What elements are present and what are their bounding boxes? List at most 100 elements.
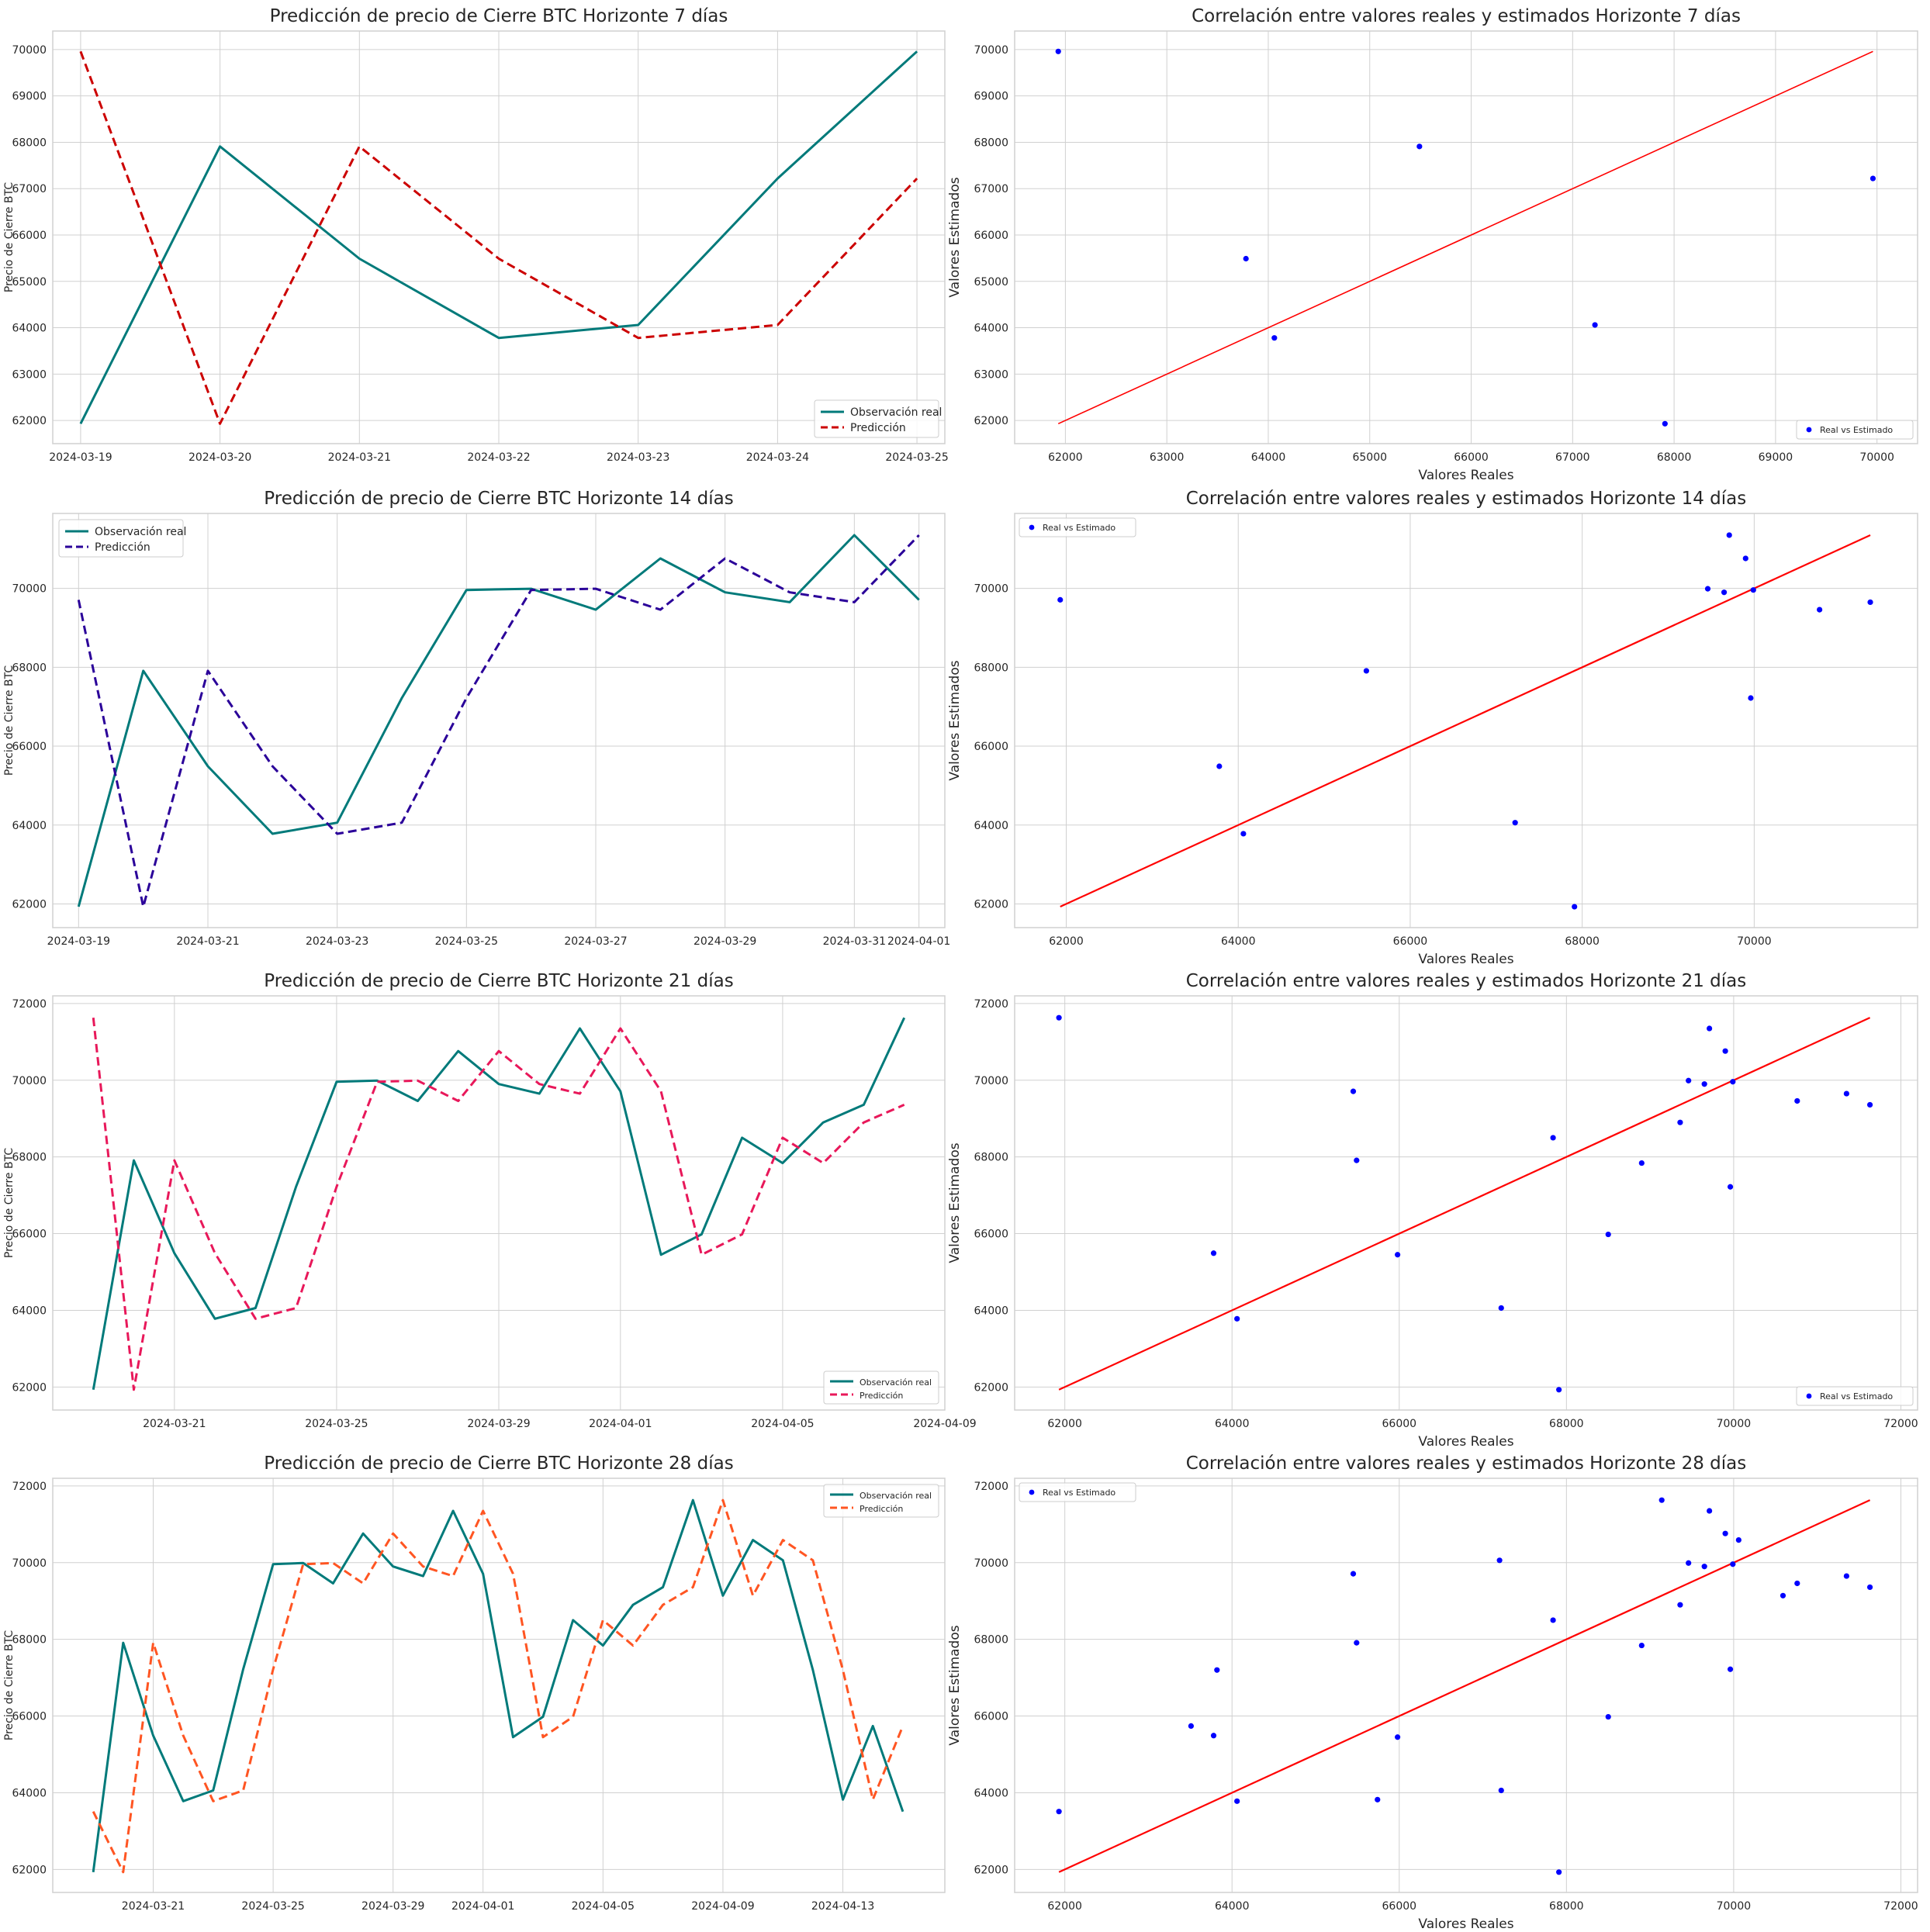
scatter-point bbox=[1730, 1561, 1736, 1567]
scatter-point bbox=[1395, 1734, 1401, 1740]
y-axis-label: Precio de Cierre BTC bbox=[3, 1630, 16, 1740]
y-tick-label: 70000 bbox=[974, 1557, 1008, 1570]
legend: Real vs Estimado bbox=[1019, 517, 1136, 537]
legend-box bbox=[1796, 1386, 1914, 1406]
legend-marker bbox=[1029, 524, 1035, 531]
x-tick-label: 2024-04-01 bbox=[451, 1900, 514, 1913]
scatter-point bbox=[1794, 1097, 1800, 1104]
x-tick-label: 66000 bbox=[1382, 1900, 1417, 1913]
chart-panel-3: 2024-03-19 2024-03-21 2024-03-23 2024-03-25… bbox=[3, 489, 950, 948]
scatter-point bbox=[1271, 335, 1278, 341]
scatter-point bbox=[1866, 1101, 1873, 1108]
plot-frame bbox=[1014, 995, 1918, 1411]
legend-marker bbox=[1806, 1393, 1812, 1399]
chart-panel-5: 2024-03-21 2024-03-25 2024-03-29 2024-04-01… bbox=[3, 971, 977, 1430]
x-tick-label: 72000 bbox=[1883, 1418, 1918, 1430]
y-tick-label: 64000 bbox=[974, 1305, 1008, 1317]
scatter-point bbox=[1057, 596, 1064, 603]
legend-label: Observación real bbox=[850, 406, 942, 419]
y-tick-label: 70000 bbox=[974, 1075, 1008, 1087]
legend: Observación real Predicción bbox=[823, 1370, 939, 1405]
scatter-point bbox=[1234, 1315, 1240, 1322]
identity-line bbox=[1057, 50, 1873, 425]
y-tick-label: 62000 bbox=[12, 1864, 47, 1876]
scatter-point bbox=[1658, 1497, 1665, 1503]
series-line-prediccion bbox=[79, 50, 918, 425]
scatter-point bbox=[1817, 607, 1823, 613]
x-tick-label: 66000 bbox=[1393, 935, 1428, 948]
y-tick-label: 68000 bbox=[974, 137, 1008, 149]
scatter-point bbox=[1677, 1602, 1683, 1608]
scatter-point bbox=[1686, 1560, 1692, 1566]
y-tick-label: 69000 bbox=[12, 91, 47, 103]
y-tick-label: 68000 bbox=[12, 662, 47, 674]
legend-label: Real vs Estimado bbox=[1043, 523, 1115, 533]
legend: Observación real Predicción bbox=[814, 399, 942, 438]
plot-frame bbox=[1014, 513, 1918, 928]
y-axis-label: Valores Estimados bbox=[947, 177, 963, 297]
y-tick-label: 72000 bbox=[12, 1481, 47, 1493]
y-tick-label: 62000 bbox=[12, 1381, 47, 1394]
y-tick-label: 64000 bbox=[974, 1787, 1008, 1799]
scatter-point bbox=[1056, 1014, 1062, 1021]
legend-label: Real vs Estimado bbox=[1820, 425, 1893, 435]
legend: Observación real Predicción bbox=[823, 1484, 939, 1518]
scatter-point bbox=[1243, 255, 1249, 262]
chart-panel-7: 2024-03-21 2024-03-25 2024-03-29 2024-04-01… bbox=[3, 1453, 946, 1913]
series-line-real bbox=[92, 1017, 906, 1391]
legend: Real vs Estimado bbox=[1796, 1386, 1914, 1406]
chart-title: Predicción de precio de Cierre BTC Horiz… bbox=[270, 6, 728, 26]
y-tick-label: 63000 bbox=[974, 368, 1008, 381]
scatter-point bbox=[1375, 1796, 1381, 1802]
chart-panel-8: 62000 64000 66000 68000 70000 72000 62000 64000… bbox=[947, 1453, 1918, 1932]
legend-label: Observación real bbox=[95, 526, 186, 538]
y-tick-label: 72000 bbox=[12, 998, 47, 1011]
plot-frame bbox=[52, 30, 946, 444]
legend-box bbox=[1019, 1482, 1136, 1502]
chart-panel-1: 2024-03-19 2024-03-20 2024-03-21 2024-03-22… bbox=[3, 6, 949, 464]
y-tick-label: 64000 bbox=[12, 1305, 47, 1317]
x-tick-label: 68000 bbox=[1549, 1900, 1584, 1913]
x-tick-label: 2024-03-29 bbox=[693, 935, 756, 948]
scatter-point bbox=[1721, 589, 1728, 596]
legend: Observación real Predicción bbox=[58, 519, 186, 558]
y-axis-label: Precio de Cierre BTC bbox=[3, 1148, 16, 1258]
x-tick-label: 2024-03-21 bbox=[143, 1418, 206, 1430]
scatter-point bbox=[1354, 1157, 1360, 1163]
x-tick-label: 2024-03-29 bbox=[467, 1418, 530, 1430]
y-tick-label: 65000 bbox=[974, 276, 1008, 289]
scatter-point bbox=[1780, 1592, 1786, 1598]
scatter-point bbox=[1735, 1537, 1741, 1543]
x-axis-label: Valores Reales bbox=[1418, 1916, 1513, 1932]
y-tick-label: 70000 bbox=[12, 1557, 47, 1570]
scatter-point bbox=[1354, 1640, 1360, 1646]
scatter-point bbox=[1730, 1079, 1736, 1085]
series-line-prediccion bbox=[92, 1018, 905, 1391]
x-tick-label: 72000 bbox=[1883, 1900, 1918, 1913]
scatter-point bbox=[1605, 1713, 1611, 1720]
scatter-point bbox=[1701, 1081, 1707, 1087]
scatter-point bbox=[1210, 1733, 1217, 1739]
y-tick-label: 70000 bbox=[12, 1075, 47, 1087]
x-axis-label: Valores Reales bbox=[1418, 1434, 1513, 1450]
legend-label: Predicción bbox=[860, 1391, 903, 1401]
y-axis-label: Valores Estimados bbox=[947, 1625, 963, 1745]
x-tick-label: 2024-04-05 bbox=[572, 1900, 635, 1913]
chart-title: Predicción de precio de Cierre BTC Horiz… bbox=[264, 971, 733, 991]
legend-label: Predicción bbox=[850, 422, 906, 434]
x-tick-label: 66000 bbox=[1454, 451, 1489, 464]
identity-line bbox=[1060, 534, 1871, 908]
legend: Real vs Estimado bbox=[1796, 420, 1914, 440]
scatter-point bbox=[1240, 831, 1247, 837]
scatter-point bbox=[1750, 587, 1756, 593]
legend-marker bbox=[1029, 1489, 1035, 1495]
scatter-point bbox=[1662, 420, 1668, 427]
plot-frame bbox=[52, 513, 946, 928]
x-tick-label: 62000 bbox=[1047, 1418, 1082, 1430]
y-tick-label: 67000 bbox=[12, 183, 47, 195]
scatter-point bbox=[1707, 1508, 1713, 1514]
y-axis-label: Valores Estimados bbox=[947, 660, 963, 780]
x-tick-label: 2024-03-24 bbox=[746, 451, 809, 464]
y-tick-label: 68000 bbox=[974, 1634, 1008, 1647]
x-tick-label: 2024-03-25 bbox=[885, 451, 948, 464]
